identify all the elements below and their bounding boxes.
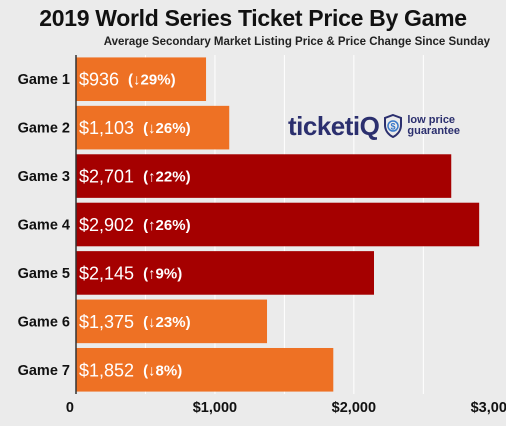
bar-price-label: $2,701 [79,167,134,187]
bar-change-label: (↓26%) [143,120,191,137]
category-label: Game 3 [18,169,70,185]
chart-title: 2019 World Series Ticket Price By Game [39,5,467,31]
x-tick-label: $1,000 [193,400,237,416]
bar-4 [76,202,480,247]
logo-tagline-line1: low price [407,114,456,126]
bar-price-label: $2,145 [79,263,134,283]
logo-word-iq: iQ [352,110,380,141]
category-label: Game 6 [18,314,70,330]
bar-change-label: (↓23%) [143,314,191,331]
ticketiq-logo: ticketiQ $ low price guarantee [288,110,460,142]
logo-word-ticket: ticket [288,110,353,141]
bar-price-label: $936 [79,70,119,90]
bar-price-label: $1,375 [79,312,134,332]
bar-change-label: (↑26%) [143,217,191,234]
bar-change-label: (↑9%) [143,265,182,282]
bar-3 [76,154,452,198]
category-label: Game 5 [18,266,70,282]
bar-change-label: (↓29%) [128,72,176,89]
axes: Game 1 Game 2 Game 3 Game 4 Game 5 Game 6 Game… [18,55,506,416]
x-tick-label: 0 [66,400,74,416]
chart-subtitle: Average Secondary Market Listing Price &… [103,36,490,48]
bar-1 [76,57,207,102]
logo-tagline: low price guarantee [407,115,460,137]
x-tick-label: $2,000 [332,400,376,416]
svg-text:$: $ [391,122,396,132]
category-label: Game 7 [18,363,70,379]
logo-tagline-line2: guarantee [407,125,460,137]
bar-price-label: $1,103 [79,118,134,138]
x-tick-label: $3,000 [471,400,506,416]
bar-6 [76,299,268,344]
category-label: Game 2 [18,121,70,137]
bar-7 [76,347,334,392]
shield-dollar-icon: $ [384,114,403,138]
bar-5 [76,251,375,295]
bar-change-label: (↑22%) [143,169,191,186]
bar-price-label: $2,902 [79,215,134,235]
category-label: Game 1 [18,72,70,88]
bar-2 [76,105,230,150]
logo-wordmark: ticketiQ [288,110,380,142]
bar-price-label: $1,852 [79,360,134,380]
bars: $936 (↓29%) $1,103 (↓26%) $2,701 (↑22%) $2,902… [76,57,480,392]
category-label: Game 4 [18,218,70,234]
bar-change-label: (↓8%) [143,362,182,379]
